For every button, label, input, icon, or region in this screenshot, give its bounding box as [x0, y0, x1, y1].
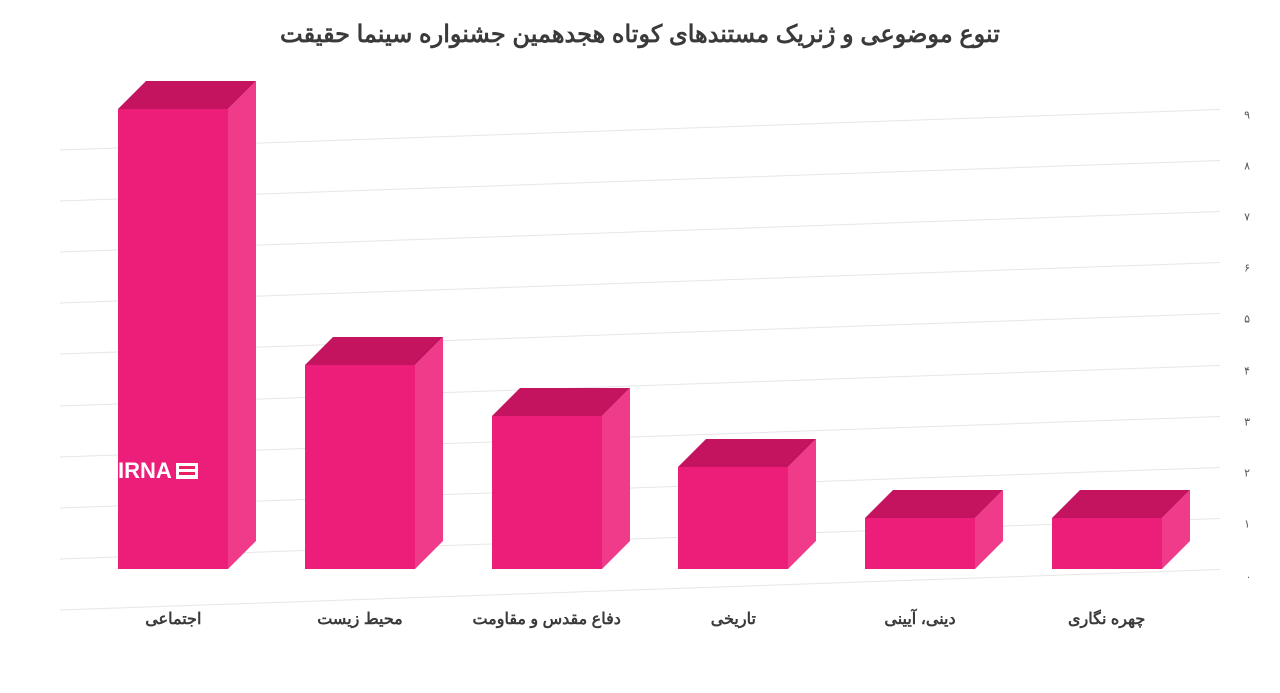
bar-slot: [1013, 109, 1200, 569]
bar-slot: [640, 109, 827, 569]
bar-front: [678, 467, 788, 569]
y-tick: ۳: [1244, 415, 1250, 428]
y-tick: ۷: [1244, 211, 1250, 224]
x-label: دفاع مقدس و مقاومت: [453, 609, 640, 629]
plot-area: .۱۲۳۴۵۶۷۸۹ اجتماعیمحیط زیستدفاع مقدس و م…: [60, 109, 1220, 569]
y-tick: ۱: [1244, 517, 1250, 530]
x-label: تاریخی: [640, 609, 827, 629]
bar-front: [305, 365, 415, 569]
bar-side: [228, 81, 256, 569]
bar-front: [865, 518, 975, 569]
y-tick: ۶: [1244, 262, 1250, 275]
y-tick: ۵: [1244, 313, 1250, 326]
y-tick: ۹: [1244, 109, 1250, 122]
bar-slot: [80, 109, 267, 569]
bar: [305, 365, 415, 569]
bar: [678, 467, 788, 569]
bar-side: [602, 388, 630, 569]
bar-slot: [827, 109, 1014, 569]
bar: [865, 518, 975, 569]
y-tick: ۴: [1244, 364, 1250, 377]
x-label: اجتماعی: [80, 609, 267, 629]
bar-front: [1052, 518, 1162, 569]
y-tick: .: [1247, 569, 1250, 581]
bar: [492, 416, 602, 569]
x-label: دینی، آیینی: [827, 609, 1014, 629]
y-tick: ۸: [1244, 160, 1250, 173]
x-label: محیط زیست: [267, 609, 454, 629]
bar-slot: [453, 109, 640, 569]
bar-front: [118, 109, 228, 569]
bar: [118, 109, 228, 569]
bars-group: [60, 109, 1220, 569]
chart-title: تنوع موضوعی و ژنریک مستندهای کوتاه هجدهم…: [40, 20, 1240, 49]
y-tick: ۲: [1244, 466, 1250, 479]
y-axis: .۱۲۳۴۵۶۷۸۹: [1220, 109, 1250, 569]
x-label: چهره نگاری: [1013, 609, 1200, 629]
chart-container: تنوع موضوعی و ژنریک مستندهای کوتاه هجدهم…: [0, 0, 1280, 693]
x-labels-group: اجتماعیمحیط زیستدفاع مقدس و مقاومتتاریخی…: [60, 569, 1220, 629]
bar-front: [492, 416, 602, 569]
bar-side: [415, 337, 443, 569]
bar-slot: [267, 109, 454, 569]
bar: [1052, 518, 1162, 569]
